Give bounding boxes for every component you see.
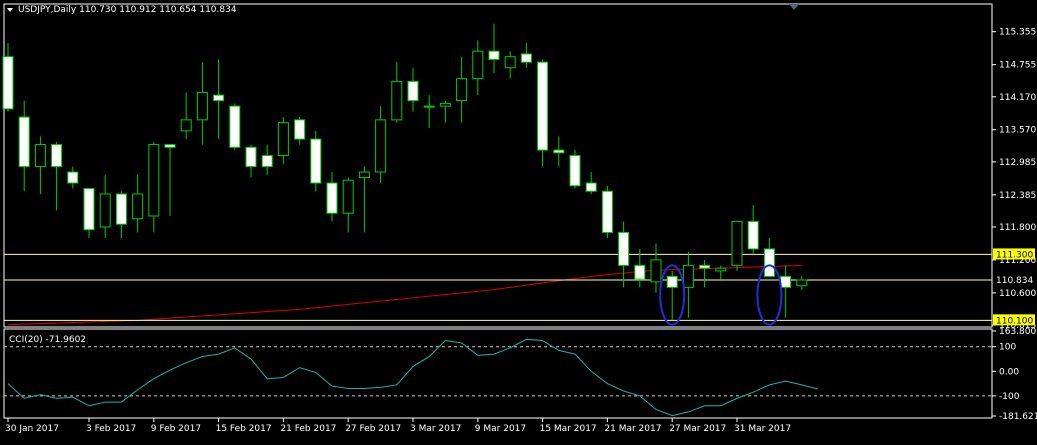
candle-body xyxy=(553,149,565,154)
candle-body xyxy=(504,56,516,69)
time-tick-label: 21 Mar 2017 xyxy=(604,424,661,434)
price-tick-label: 115.355 xyxy=(999,28,1036,38)
candle-body xyxy=(132,193,144,220)
time-tick-label: 15 Feb 2017 xyxy=(216,424,272,434)
candle-body xyxy=(180,119,192,132)
chart-title: USDJPY,Daily 110.730 110.912 110.654 110… xyxy=(18,5,237,15)
price-tick-label: 113.570 xyxy=(999,126,1036,136)
chart-ohlc: 110.730 110.912 110.654 110.834 xyxy=(79,5,237,15)
candle-body xyxy=(67,171,79,184)
price-tick-label: 114.170 xyxy=(999,93,1036,103)
highlight-ellipse xyxy=(756,264,783,326)
candle-body xyxy=(213,94,225,102)
cci-pane-frame xyxy=(3,328,993,419)
price-tick-label: 112.985 xyxy=(999,158,1036,168)
price-tick-label: 114.755 xyxy=(999,61,1036,71)
candle-body xyxy=(520,53,532,63)
candle-body xyxy=(601,190,613,233)
level-label-bg xyxy=(993,274,1035,286)
level-label-bg xyxy=(993,314,1035,326)
cci-line xyxy=(7,338,819,417)
candle-body xyxy=(715,267,727,272)
candle-body xyxy=(245,146,257,168)
cci-tick-label: 100 xyxy=(999,343,1016,353)
candle-body xyxy=(780,275,792,288)
candle-body xyxy=(294,119,306,140)
candle-body xyxy=(634,264,646,280)
candle-body xyxy=(391,80,403,121)
candle-body xyxy=(196,91,208,121)
time-tick-label: 27 Mar 2017 xyxy=(669,424,726,434)
candle-body xyxy=(666,275,678,288)
time-tick-label: 3 Mar 2017 xyxy=(410,424,461,434)
candle-body xyxy=(277,122,289,157)
candle-body xyxy=(51,144,63,168)
chart-symbol: USDJPY,Daily xyxy=(18,5,77,15)
highlight-ellipse xyxy=(659,264,686,326)
candle-body xyxy=(375,119,387,173)
time-tick-label: 3 Feb 2017 xyxy=(86,424,136,434)
price-tick-label: 111.200 xyxy=(999,256,1036,266)
cci-title: CCI(20) -71.9602 xyxy=(9,335,87,345)
moving-average-line xyxy=(7,264,802,326)
candle-body xyxy=(488,50,500,60)
time-tick-label: 9 Mar 2017 xyxy=(475,424,526,434)
level-label: 110.834 xyxy=(996,276,1033,286)
candle-body xyxy=(682,264,694,288)
level-label-bg xyxy=(993,248,1035,260)
time-tick-label: 9 Feb 2017 xyxy=(151,424,201,434)
candle-body xyxy=(2,56,14,110)
time-tick-label: 27 Feb 2017 xyxy=(345,424,401,434)
candle-body xyxy=(747,220,759,250)
candle-body xyxy=(569,155,581,187)
candle-body xyxy=(407,80,419,102)
candle-body xyxy=(326,182,338,214)
candle-body xyxy=(699,264,711,269)
candle-body xyxy=(229,105,241,148)
candle-body xyxy=(18,116,30,168)
candle-body xyxy=(342,179,354,214)
candle-body xyxy=(456,78,468,102)
candle-body xyxy=(261,155,273,168)
time-tick-label: 21 Feb 2017 xyxy=(280,424,336,434)
price-tick-label: 112.385 xyxy=(999,191,1036,201)
level-label: 111.300 xyxy=(996,250,1033,260)
candle-body xyxy=(585,182,597,192)
candle-body xyxy=(310,138,322,184)
time-tick-label: 15 Mar 2017 xyxy=(540,424,597,434)
price-tick-label: 110.600 xyxy=(999,289,1036,299)
candle-body xyxy=(618,231,630,266)
candle-body xyxy=(358,171,370,179)
cci-tick-label: 163.8008 xyxy=(999,327,1037,337)
candle-body xyxy=(34,144,46,168)
candle-body xyxy=(731,220,743,266)
candle-body xyxy=(148,144,160,217)
time-tick-label: 31 Mar 2017 xyxy=(734,424,791,434)
candle-body xyxy=(423,105,435,108)
candle-body xyxy=(99,193,111,228)
candle-body xyxy=(83,188,95,231)
candle-body xyxy=(439,102,451,107)
main-pane-frame xyxy=(3,3,993,328)
price-tick-label: 110.015 xyxy=(999,321,1036,331)
scroll-marker-icon xyxy=(789,4,799,10)
cci-tick-label: -100 xyxy=(999,392,1020,402)
level-label: 110.100 xyxy=(996,316,1033,326)
candle-body xyxy=(650,259,662,283)
menu-triangle-icon xyxy=(7,8,13,12)
cci-tick-label: 0.00 xyxy=(999,367,1019,377)
time-tick-label: 30 Jan 2017 xyxy=(5,424,59,434)
candle-body xyxy=(164,144,176,148)
candle-body xyxy=(763,248,775,277)
cci-tick-label: -181.6217 xyxy=(999,412,1037,422)
candle-body xyxy=(537,61,549,151)
price-tick-label: 111.800 xyxy=(999,223,1036,233)
candle-body xyxy=(472,50,484,80)
candle-body xyxy=(115,193,127,225)
candle-body xyxy=(796,279,808,287)
